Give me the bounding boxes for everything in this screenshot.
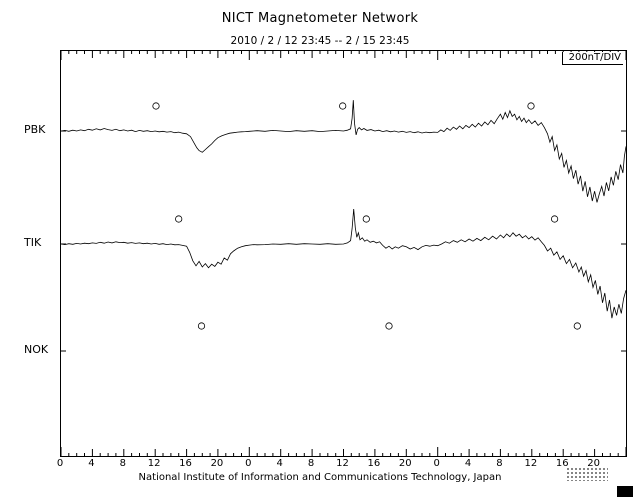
scale-label: 200nT/DIV: [561, 52, 623, 65]
x-tick-label: 12: [336, 458, 349, 469]
cursor-artifact: [617, 486, 633, 497]
render-artifact-dots: [566, 467, 608, 481]
x-tick-label: 0: [56, 458, 64, 469]
x-tick-label: 20: [398, 458, 412, 469]
x-tick-label: 12: [524, 458, 538, 469]
x-tick-label: 16: [179, 458, 192, 469]
plot-svg: [61, 51, 626, 456]
x-tick-label: 16: [367, 458, 381, 469]
x-tick-label: 8: [496, 458, 503, 469]
station-label-pbk: PBK: [24, 123, 46, 136]
x-tick-label: 16: [555, 458, 569, 469]
x-tick-label: 0: [433, 458, 440, 469]
x-tick-label: 4: [464, 458, 472, 469]
x-tick-label: 0: [245, 458, 252, 469]
x-tick-label: 12: [147, 458, 161, 469]
date-range-subtitle: 2010 / 2 / 12 23:45 -- 2 / 15 23:45: [230, 35, 410, 47]
x-tick-label: 20: [587, 458, 600, 469]
x-tick-label: 8: [119, 458, 126, 469]
page-title: NICT Magnetometer Network: [221, 11, 419, 26]
x-tick-label: 4: [276, 458, 283, 469]
plot-area: 200nT/DIV: [60, 50, 627, 457]
station-label-nok: NOK: [24, 343, 49, 356]
x-tick-label: 4: [88, 458, 95, 469]
footer-text: National Institute of Information and Co…: [138, 472, 502, 483]
x-tick-label: 20: [210, 458, 224, 469]
x-tick-label: 8: [307, 458, 315, 469]
station-label-tik: TIK: [24, 236, 42, 249]
